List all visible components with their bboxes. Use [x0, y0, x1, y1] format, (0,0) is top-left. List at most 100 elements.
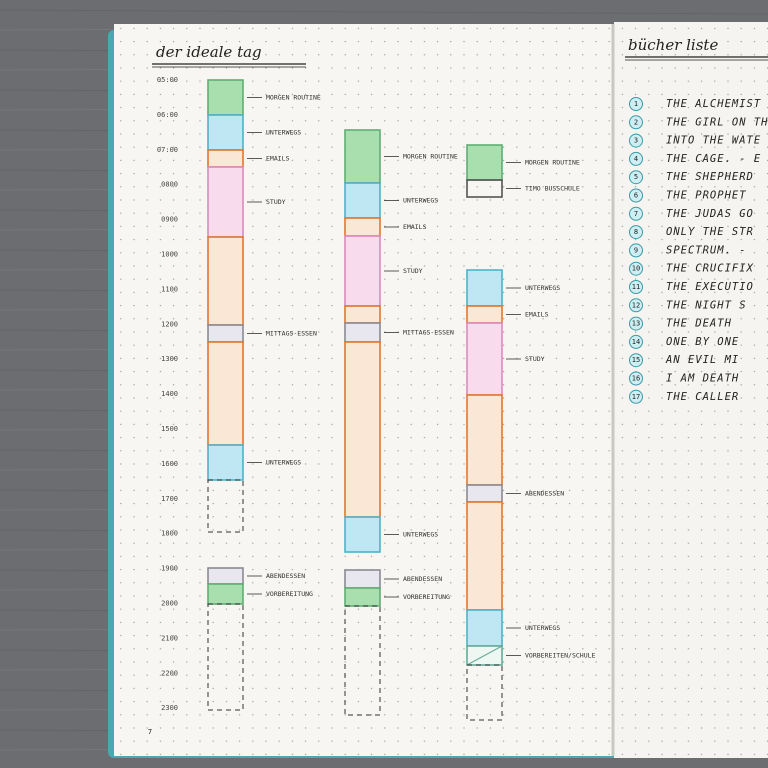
time-block — [344, 341, 381, 518]
item-number: 4 — [634, 155, 638, 163]
item-number: 9 — [634, 246, 638, 254]
time-block — [344, 182, 381, 219]
number-circle — [629, 151, 643, 166]
block-label: Unterwegs — [403, 531, 438, 539]
book-title: THE CAGE. - E — [666, 153, 761, 165]
book-title: THE GIRL ON THE — [666, 116, 768, 128]
book-title: THE JUDAS GO — [666, 208, 754, 220]
page-number: 7 — [148, 728, 152, 736]
item-number: 17 — [632, 393, 640, 401]
time-block — [344, 129, 381, 184]
book-title: THE ALCHEMIST — [666, 98, 761, 110]
book-title: ONLY THE STR — [666, 226, 754, 238]
block-label: Abendessen — [525, 490, 564, 498]
time-label: 1900 — [161, 565, 178, 573]
time-block — [207, 324, 244, 343]
time-block — [344, 516, 381, 553]
time-label: 07:00 — [157, 146, 178, 154]
time-block — [207, 166, 244, 238]
time-label: 1400 — [161, 390, 178, 398]
number-circle — [629, 115, 643, 130]
time-block — [344, 322, 381, 343]
item-number: 1 — [634, 100, 638, 108]
item-number: 6 — [634, 192, 638, 200]
number-circle — [629, 389, 643, 404]
book-title: THE DEATH — [666, 318, 732, 330]
number-circle — [629, 133, 643, 148]
time-label: 06:00 — [157, 111, 178, 119]
number-circle — [629, 353, 643, 368]
block-label: Emails — [525, 311, 549, 319]
block-label: Mittags-essen — [403, 329, 454, 337]
item-number: 11 — [632, 283, 640, 291]
item-number: 2 — [634, 118, 638, 126]
book-title: INTO THE WATE — [666, 135, 761, 147]
block-label: Mittags-essen — [266, 330, 317, 338]
book-title: THE CRUCIFIX — [666, 263, 754, 275]
block-label: Morgen Routine — [403, 153, 458, 161]
number-circle — [629, 170, 643, 185]
time-block — [466, 305, 503, 324]
number-circle — [629, 280, 643, 294]
number-circle — [629, 298, 643, 313]
hatch — [466, 645, 503, 666]
time-label: 1600 — [161, 460, 178, 468]
time-label: 1700 — [161, 495, 178, 503]
block-label: Study — [525, 355, 545, 363]
block-label: Unterwegs — [525, 284, 560, 292]
time-block — [207, 567, 244, 585]
block-label: Abendessen — [266, 572, 305, 580]
time-block — [207, 479, 244, 533]
block-label: Unterwegs — [266, 129, 301, 137]
time-block — [466, 144, 503, 181]
block-label: Emails — [403, 223, 427, 231]
item-number: 15 — [632, 356, 640, 364]
time-block — [466, 179, 503, 198]
block-label: Morgen Routine — [266, 94, 321, 102]
time-block — [207, 236, 244, 326]
time-label: 1200 — [161, 320, 178, 328]
block-label: Abendessen — [403, 575, 442, 583]
item-number: 3 — [634, 137, 638, 145]
item-number: 5 — [634, 173, 638, 181]
book-title: THE EXECUTIO — [666, 281, 754, 293]
time-block — [466, 609, 503, 647]
time-block — [207, 583, 244, 605]
book-title: THE CALLER — [666, 391, 739, 403]
time-block — [207, 341, 244, 446]
time-block — [207, 603, 244, 711]
book-title: THE NIGHT S — [666, 299, 747, 311]
time-block — [207, 149, 244, 168]
block-label: Emails — [266, 155, 290, 163]
time-block — [344, 569, 381, 589]
book-title: THE PROPHET — [666, 190, 747, 202]
block-label: Unterwegs — [403, 197, 438, 205]
time-block — [466, 501, 503, 611]
time-block — [344, 217, 381, 237]
number-circle — [629, 206, 643, 221]
time-label: 0900 — [161, 216, 178, 224]
time-label: 1300 — [161, 355, 178, 363]
item-number: 12 — [632, 301, 640, 309]
block-label: Unterwegs — [525, 624, 560, 632]
book-title: THE SHEPHERD — [666, 171, 754, 183]
item-number: 16 — [632, 375, 640, 383]
item-number: 8 — [634, 228, 638, 236]
time-label: 2000 — [161, 600, 178, 608]
time-label: 1800 — [161, 530, 178, 538]
number-circle — [629, 334, 643, 349]
block-label: Morgen Routine — [525, 159, 580, 167]
item-number: 13 — [632, 320, 640, 328]
time-label: 05:00 — [157, 76, 178, 84]
time-block — [344, 587, 381, 607]
number-circle — [629, 225, 643, 240]
time-block — [207, 444, 244, 481]
item-number: 14 — [632, 338, 640, 346]
number-circle — [629, 261, 643, 276]
block-label: Vorbereiten/Schule — [525, 652, 596, 660]
number-circle — [629, 188, 643, 203]
block-label: Study — [403, 267, 423, 275]
item-number: 10 — [632, 265, 640, 273]
